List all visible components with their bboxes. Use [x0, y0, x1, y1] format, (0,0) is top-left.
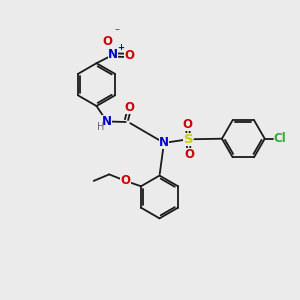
- Text: O: O: [183, 118, 193, 131]
- Text: Cl: Cl: [274, 132, 286, 145]
- Text: N: N: [108, 48, 118, 62]
- Text: O: O: [184, 148, 194, 161]
- Text: O: O: [103, 35, 112, 48]
- Text: O: O: [121, 174, 130, 188]
- Text: H: H: [97, 122, 104, 132]
- Text: O: O: [124, 49, 134, 62]
- Text: ⁻: ⁻: [114, 27, 119, 37]
- Text: +: +: [117, 43, 124, 52]
- Text: O: O: [125, 101, 135, 114]
- Text: N: N: [159, 136, 169, 149]
- Text: N: N: [102, 115, 112, 128]
- Text: S: S: [184, 133, 193, 146]
